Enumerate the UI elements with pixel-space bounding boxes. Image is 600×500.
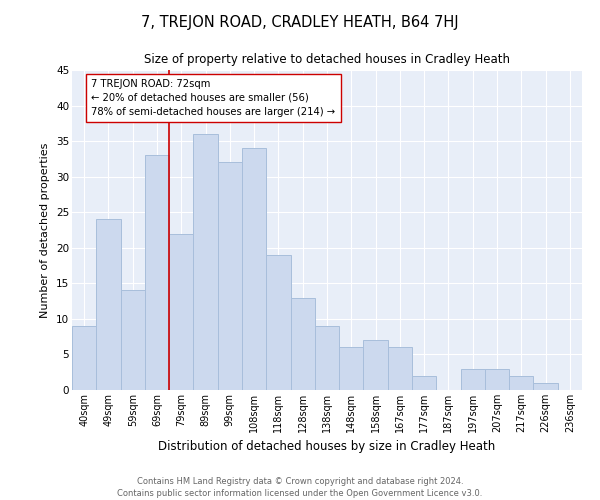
Bar <box>121 290 145 390</box>
Text: 7 TREJON ROAD: 72sqm
← 20% of detached houses are smaller (56)
78% of semi-detac: 7 TREJON ROAD: 72sqm ← 20% of detached h… <box>91 78 335 116</box>
Bar <box>315 326 339 390</box>
Y-axis label: Number of detached properties: Number of detached properties <box>40 142 50 318</box>
Bar <box>266 255 290 390</box>
Text: Contains HM Land Registry data © Crown copyright and database right 2024.
Contai: Contains HM Land Registry data © Crown c… <box>118 476 482 498</box>
Bar <box>290 298 315 390</box>
Bar <box>412 376 436 390</box>
Text: 7, TREJON ROAD, CRADLEY HEATH, B64 7HJ: 7, TREJON ROAD, CRADLEY HEATH, B64 7HJ <box>141 15 459 30</box>
Bar <box>72 326 96 390</box>
Bar <box>388 348 412 390</box>
Bar <box>533 383 558 390</box>
Bar <box>193 134 218 390</box>
Bar <box>218 162 242 390</box>
Bar <box>96 220 121 390</box>
Bar <box>169 234 193 390</box>
Bar <box>485 368 509 390</box>
Title: Size of property relative to detached houses in Cradley Heath: Size of property relative to detached ho… <box>144 53 510 66</box>
Bar <box>145 156 169 390</box>
Bar <box>242 148 266 390</box>
X-axis label: Distribution of detached houses by size in Cradley Heath: Distribution of detached houses by size … <box>158 440 496 454</box>
Bar <box>461 368 485 390</box>
Bar <box>339 348 364 390</box>
Bar <box>509 376 533 390</box>
Bar <box>364 340 388 390</box>
